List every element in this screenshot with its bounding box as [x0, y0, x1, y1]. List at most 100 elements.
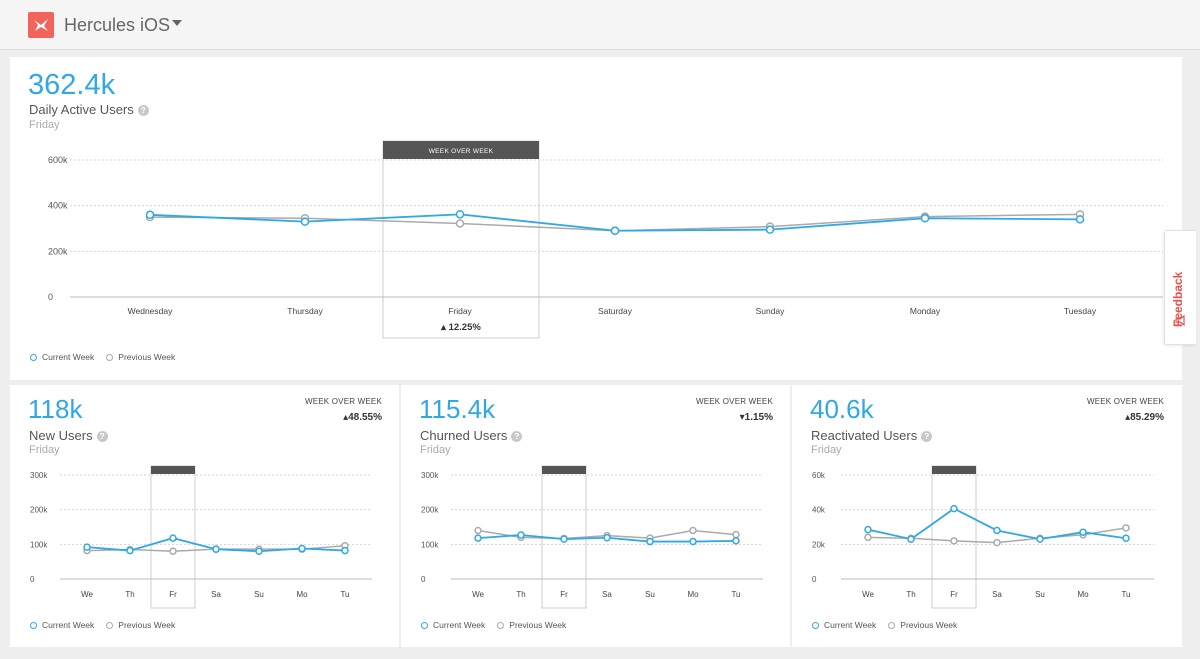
- churned-users-y-tick: 200k: [421, 506, 439, 515]
- current-week-marker-icon: [30, 353, 37, 361]
- churned-users-current-point: [474, 534, 482, 542]
- dau-y-tick: 200k: [48, 246, 68, 256]
- help-icon[interactable]: ?: [137, 105, 149, 116]
- churned-users-wow-label: WEEK OVER WEEK: [695, 397, 773, 406]
- feedback-tab[interactable]: Feedback: [1164, 230, 1196, 345]
- dau-highlight-header: [383, 141, 539, 159]
- churned-users-title-text: Churned Users: [420, 428, 508, 443]
- new-users-current-point: [83, 543, 91, 551]
- previous-week-marker-icon: [888, 621, 896, 629]
- churned-users-legend: Current Week Previous Week: [421, 620, 566, 630]
- dau-highlight-box: [382, 140, 540, 339]
- new-users-x-tick: Sa: [211, 590, 221, 599]
- churned-users-previous-point: [474, 526, 482, 535]
- dau-chart: 600k 400k 200k 0 Wednesday Thursday Friday Satu…: [48, 140, 1163, 339]
- dau-x-tick: Saturday: [598, 306, 633, 316]
- dau-y-tick: 600k: [48, 155, 68, 165]
- help-icon[interactable]: ?: [511, 431, 523, 442]
- new-users-wow-label: WEEK OVER WEEK: [304, 397, 382, 406]
- dau-previous-point: [455, 219, 465, 228]
- churned-users-previous-point: [732, 530, 740, 539]
- help-icon[interactable]: ?: [921, 431, 933, 442]
- churned-users-current-point: [646, 537, 654, 546]
- previous-week-marker-icon: [106, 621, 114, 629]
- new-users-highlight-header: [151, 466, 195, 474]
- current-week-marker-icon: [30, 621, 37, 629]
- dau-x-tick: Thursday: [287, 306, 323, 316]
- reactivated-users-x-tick: Tu: [1121, 590, 1130, 599]
- new-users-value: 118k: [28, 394, 83, 424]
- reactivated-users-y-tick: 60k: [812, 471, 826, 480]
- churned-users-previous-point: [689, 526, 697, 535]
- reactivated-users-current-point: [1036, 535, 1044, 543]
- new-users-x-tick: Tu: [340, 590, 349, 599]
- reactivated-users-x-tick: Th: [906, 590, 915, 599]
- churned-users-x-tick: Sa: [602, 590, 612, 599]
- reactivated-users-x-tick: Mo: [1077, 590, 1089, 599]
- churned-users-x-tick: Su: [645, 590, 655, 599]
- churned-users-current-point: [603, 533, 611, 542]
- hercules-bird-icon[interactable]: [28, 12, 54, 38]
- app-switcher-label[interactable]: Hercules iOS: [64, 15, 171, 35]
- dau-x-tick: Monday: [910, 306, 941, 316]
- new-users-current-point: [255, 547, 263, 556]
- churned-users-highlight-header: [542, 466, 586, 474]
- dau-current-point: [920, 213, 930, 223]
- legend-previous: Previous Week: [118, 620, 176, 630]
- new-users-y-tick: 0: [30, 575, 35, 584]
- reactivated-users-current-point: [993, 526, 1001, 535]
- churned-users-chart: 300k 200k 100k 0 We Th Fr Sa Su Mo Tu: [421, 465, 763, 609]
- churned-users-y-tick: 100k: [421, 540, 439, 549]
- reactivated-users-previous-point: [950, 537, 958, 545]
- reactivated-users-x-tick: Sa: [992, 590, 1002, 599]
- new-users-x-tick: Fr: [169, 590, 177, 599]
- dau-x-tick: Wednesday: [128, 306, 173, 316]
- reactivated-users-previous-point: [993, 538, 1001, 547]
- reactivated-users-current-point: [950, 504, 958, 513]
- current-week-marker-icon: [812, 621, 819, 629]
- reactivated-users-highlight-header: [932, 466, 976, 474]
- card-churned-users: [401, 385, 790, 647]
- reactivated-users-previous-point: [864, 533, 872, 542]
- top-bar: Hercules iOS: [0, 0, 1200, 50]
- new-users-current-point: [212, 545, 220, 553]
- reactivated-users-x-tick: Fr: [950, 590, 958, 599]
- new-users-title-text: New Users: [29, 428, 93, 443]
- legend-previous: Previous Week: [509, 620, 567, 630]
- dau-highlight-change: ▴ 12.25%: [440, 322, 481, 333]
- legend-previous: Previous Week: [118, 352, 176, 362]
- churned-users-day: Friday: [420, 444, 451, 456]
- churned-users-value: 115.4k: [419, 394, 496, 424]
- churned-users-current-point: [732, 537, 740, 545]
- new-users-chart: 300k 200k 100k 0 We Th Fr Sa Su Mo Tu: [30, 465, 372, 609]
- new-users-title: New Users?: [29, 428, 108, 443]
- reactivated-users-title-text: Reactivated Users: [811, 428, 918, 443]
- churned-users-wow-value: ▾1.15%: [739, 412, 773, 423]
- legend-current: Current Week: [433, 620, 486, 630]
- reactivated-users-day: Friday: [811, 444, 842, 456]
- dau-x-tick: Friday: [448, 306, 472, 316]
- dau-current-point: [455, 210, 465, 219]
- churned-users-x-tick: Mo: [687, 590, 699, 599]
- dau-current-point: [765, 225, 775, 234]
- current-week-marker-icon: [421, 621, 428, 629]
- megaphone-icon: [1175, 315, 1185, 326]
- new-users-legend: Current Week Previous Week: [30, 620, 175, 630]
- legend-current: Current Week: [824, 620, 877, 630]
- dau-legend: Current Week Previous Week: [30, 352, 175, 362]
- new-users-current-point: [169, 534, 177, 542]
- chevron-down-icon[interactable]: [172, 20, 182, 26]
- reactivated-users-chart: 60k 40k 20k 0 We Th Fr Sa Su Mo Tu: [812, 465, 1154, 609]
- help-icon[interactable]: ?: [96, 431, 108, 442]
- reactivated-users-y-tick: 0: [812, 575, 817, 584]
- new-users-previous-point: [169, 547, 177, 556]
- churned-users-current-point: [560, 535, 568, 543]
- card-new-users: [10, 385, 399, 647]
- dau-title-text: Daily Active Users: [29, 102, 134, 117]
- reactivated-users-current-point: [907, 535, 915, 543]
- reactivated-users-legend: Current Week Previous Week: [812, 620, 957, 630]
- new-users-x-tick: Th: [125, 590, 134, 599]
- churned-users-current-point: [689, 537, 697, 546]
- reactivated-users-current-point: [864, 525, 872, 534]
